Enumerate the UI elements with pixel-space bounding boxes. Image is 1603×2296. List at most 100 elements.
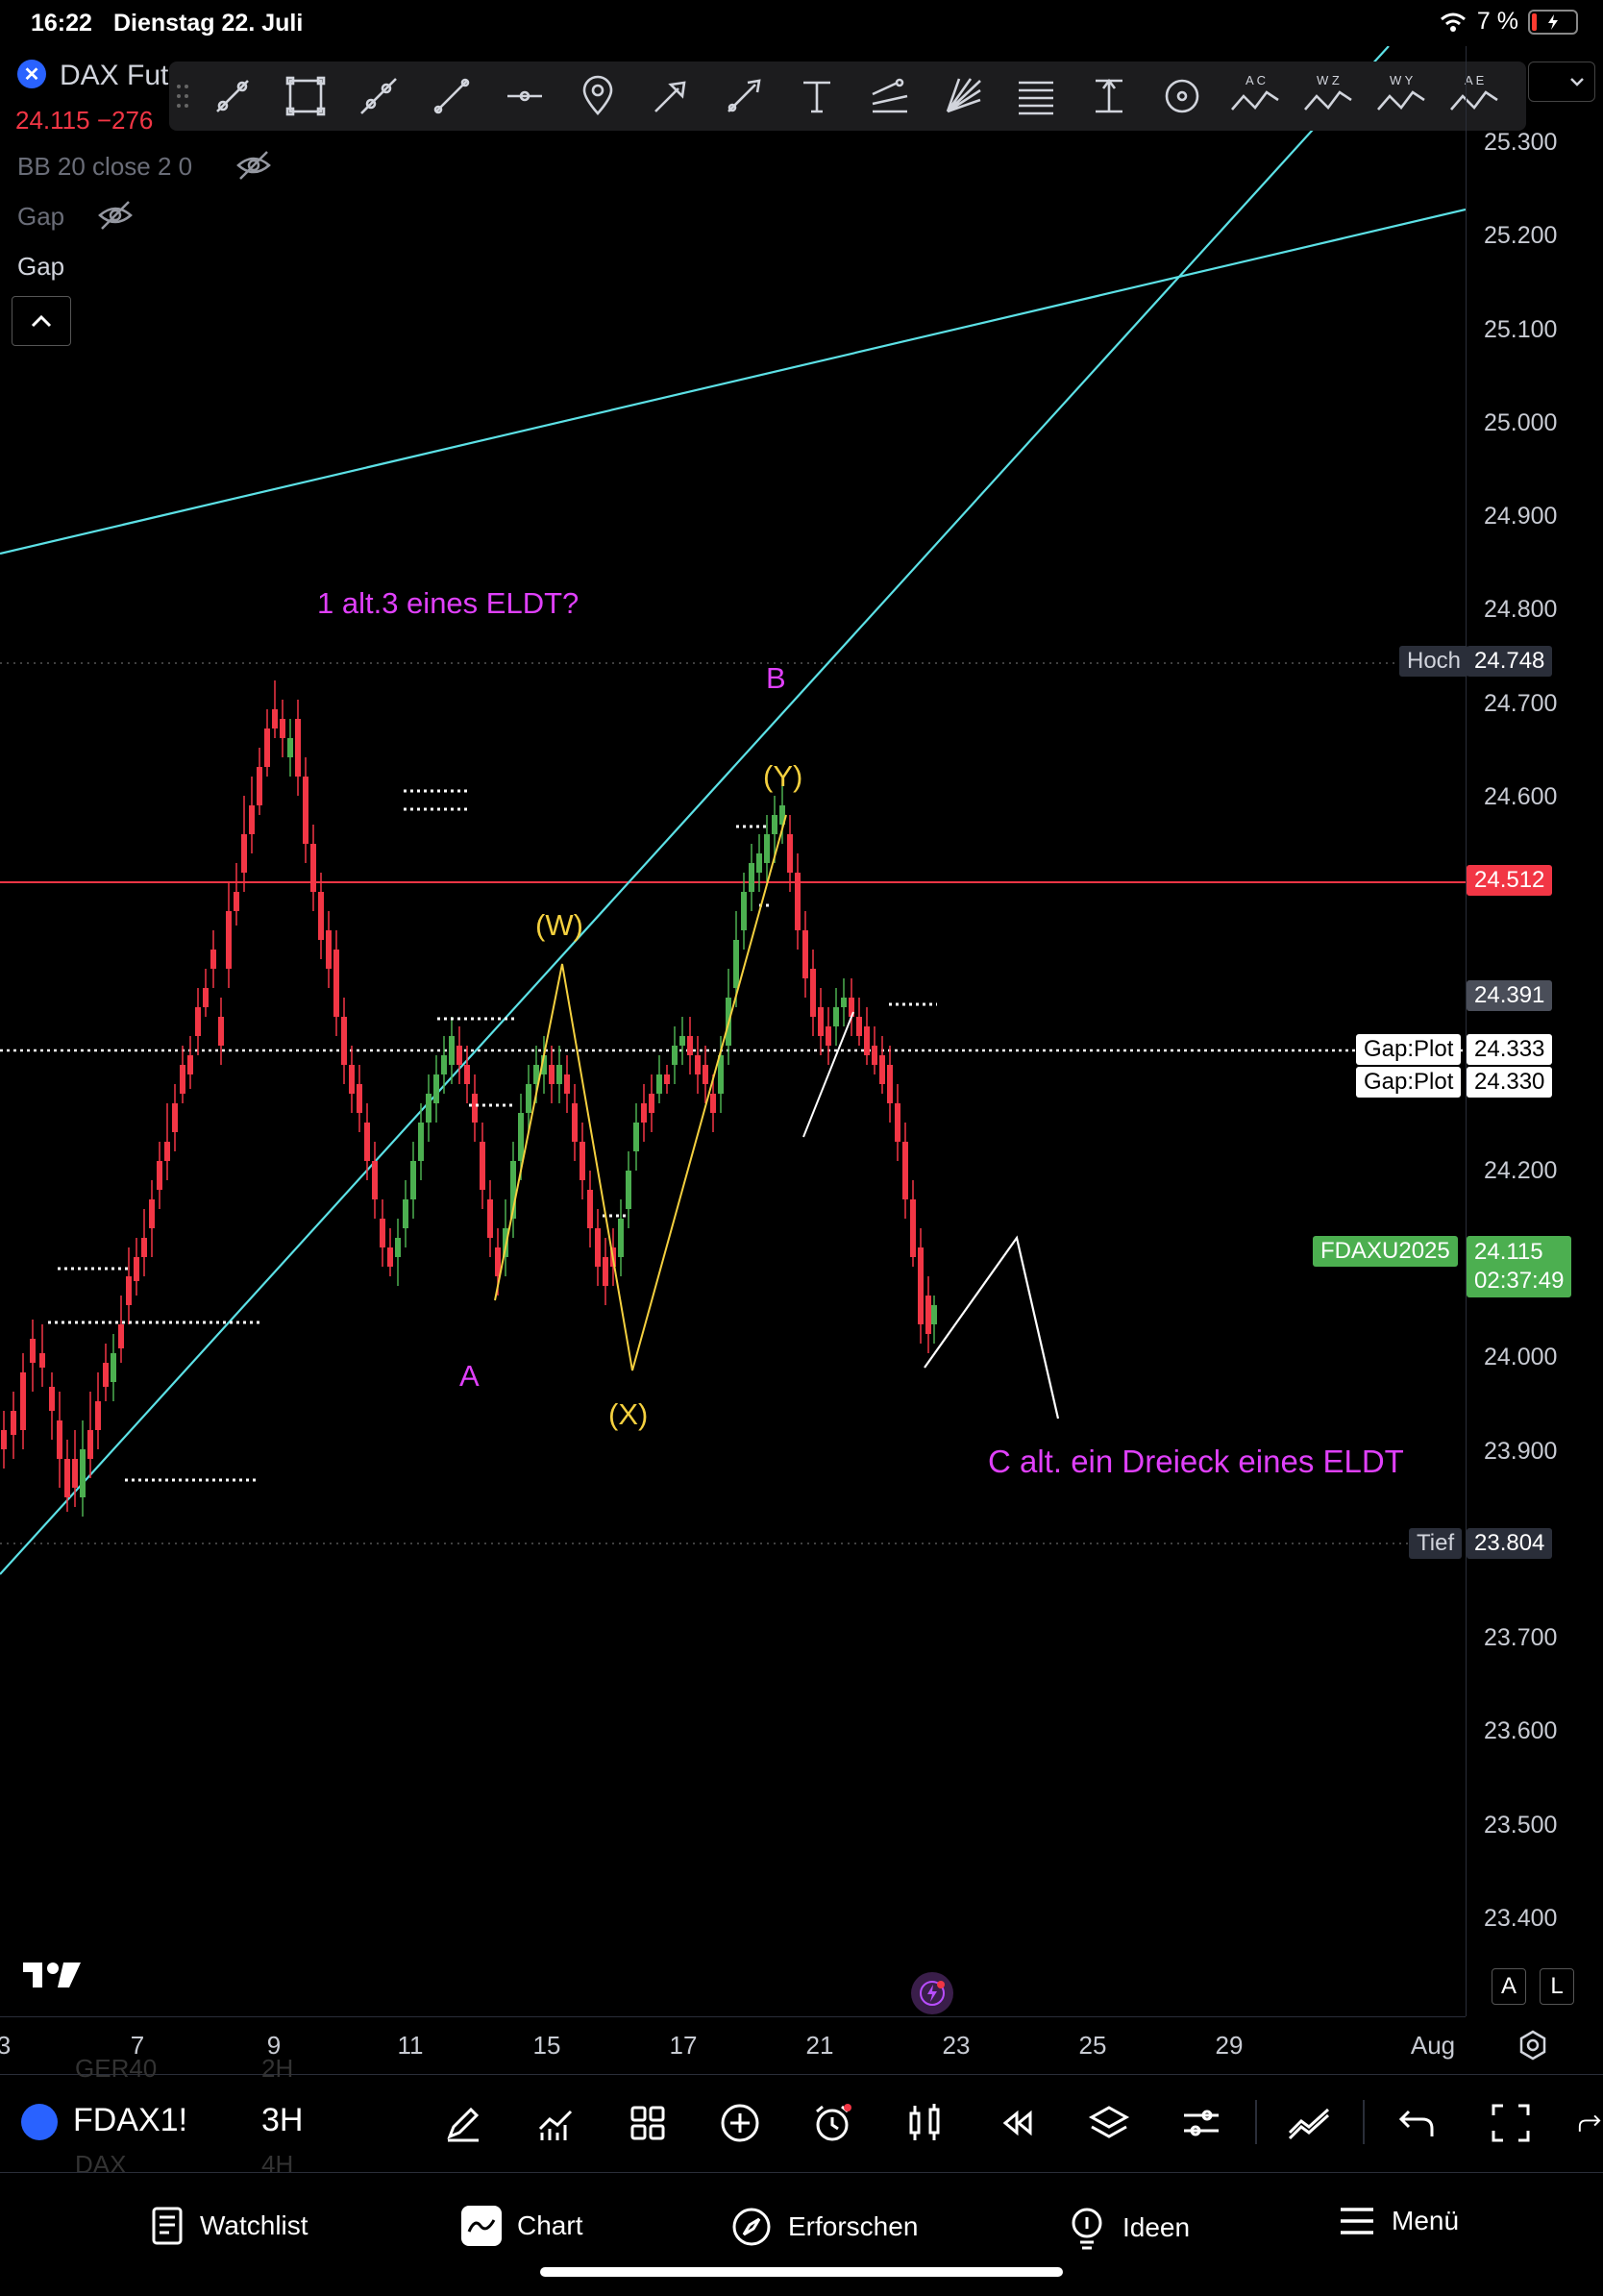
legend-bb: BB 20 close 2 0: [17, 152, 193, 181]
price-tick: 25.000: [1484, 408, 1558, 436]
alert-clock-icon[interactable]: [805, 2096, 859, 2150]
trend-line-icon[interactable]: [196, 62, 269, 131]
candle-body: [449, 1036, 455, 1065]
interval-dropdown[interactable]: [1528, 62, 1595, 102]
tab-watchlist[interactable]: Watchlist: [150, 2206, 308, 2246]
extended-line-icon[interactable]: [415, 62, 488, 131]
candle-body: [172, 1103, 178, 1132]
settings-sliders-icon[interactable]: [1174, 2096, 1228, 2150]
elliott-wy-icon[interactable]: W Y: [1365, 62, 1438, 131]
candle-body: [779, 805, 785, 825]
chart-area[interactable]: [0, 45, 1467, 2016]
candle-body: [80, 1449, 86, 1497]
candle-body: [303, 777, 308, 844]
candle-body: [595, 1228, 601, 1267]
candle-body: [572, 1103, 578, 1142]
candle-body: [234, 892, 239, 911]
candle-body: [887, 1065, 893, 1103]
price-axis[interactable]: 25.300 25.200 25.100 25.000 24.900 24.800 24.7…: [1313, 46, 1603, 2016]
current-price: 24.115: [1474, 1239, 1543, 1265]
elliott-wz-icon[interactable]: W Z: [1292, 62, 1365, 131]
symbol-name[interactable]: FDAX1!: [73, 2102, 188, 2138]
candle-body: [741, 892, 747, 930]
elliott-ac-icon[interactable]: A C: [1219, 62, 1292, 131]
ray-icon[interactable]: [342, 62, 415, 131]
horizontal-ray-icon[interactable]: [488, 62, 561, 131]
settings-icon[interactable]: [1517, 2029, 1549, 2061]
tab-ideas[interactable]: Ideen: [1067, 2206, 1190, 2250]
indicators-icon[interactable]: [529, 2096, 582, 2150]
fib-retracement-icon[interactable]: [999, 62, 1073, 131]
candle-body: [795, 873, 801, 930]
candle-body: [349, 1065, 355, 1094]
pin-icon[interactable]: [561, 62, 634, 131]
prev-interval: 2H: [261, 2054, 294, 2083]
candle-body: [95, 1401, 101, 1430]
candle-body: [533, 1065, 539, 1084]
candle-body: [587, 1190, 593, 1228]
chevron-down-icon: [1570, 78, 1584, 86]
candle-body: [149, 1199, 155, 1228]
red-line-value: 24.512: [1467, 865, 1553, 896]
candle-body: [272, 709, 278, 728]
price-tick: 23.900: [1484, 1437, 1558, 1465]
pencil-icon[interactable]: [436, 2096, 490, 2150]
candle-body: [103, 1363, 109, 1387]
time-label: 15: [532, 2031, 561, 2060]
add-icon[interactable]: [713, 2096, 767, 2150]
price-tick: 24.200: [1484, 1156, 1558, 1184]
elliott-ae-icon[interactable]: A E: [1438, 62, 1511, 131]
undo-icon[interactable]: [1390, 2096, 1443, 2150]
arrow-marker-icon[interactable]: [707, 62, 780, 131]
candle-body: [39, 1353, 45, 1368]
layers-icon[interactable]: [1082, 2096, 1136, 2150]
collapse-legend-button[interactable]: [12, 296, 71, 346]
candle-body: [418, 1123, 424, 1161]
gap-label-2: Gap:Plot: [1356, 1067, 1462, 1098]
chart-tab-icon: [461, 2206, 502, 2246]
candle-body: [295, 719, 301, 777]
symbol-logo[interactable]: ✕: [17, 60, 46, 88]
chart-canvas[interactable]: [0, 45, 1467, 2016]
candle-body: [210, 950, 216, 969]
log-scale-button[interactable]: L: [1540, 1968, 1574, 2005]
time-axis[interactable]: 3 7 9 11 15 17 21 23 25 29 Aug: [0, 2016, 1546, 2075]
replay-icon[interactable]: [990, 2096, 1044, 2150]
low-value: 23.804: [1467, 1528, 1553, 1559]
text-icon[interactable]: [780, 62, 853, 131]
countdown: 02:37:49: [1474, 1268, 1565, 1294]
eye-off-icon[interactable]: [234, 148, 273, 183]
legend-symbol[interactable]: DAX Fut: [60, 60, 169, 91]
circle-icon[interactable]: [1146, 62, 1219, 131]
hamburger-icon: [1341, 2208, 1373, 2234]
candle-body: [49, 1387, 55, 1411]
candle-body: [856, 1017, 862, 1036]
trendline-lower: [0, 45, 1390, 1575]
drag-handle-icon[interactable]: [169, 62, 196, 131]
measure-icon[interactable]: [1073, 62, 1146, 131]
layout-icon[interactable]: [621, 2096, 675, 2150]
interval[interactable]: 3H: [261, 2102, 304, 2138]
candle-body: [526, 1084, 531, 1113]
tab-explore[interactable]: Erforschen: [730, 2206, 918, 2248]
candle-body: [772, 815, 777, 834]
lightbulb-icon: [1072, 2208, 1102, 2250]
arrow-icon[interactable]: [634, 62, 707, 131]
candle-body: [141, 1238, 147, 1257]
tab-chart[interactable]: Chart: [461, 2206, 582, 2246]
candle-body: [864, 1026, 870, 1055]
candle-body: [264, 728, 270, 767]
rectangle-icon[interactable]: [269, 62, 342, 131]
eye-off-icon[interactable]: [96, 198, 135, 233]
compare-icon[interactable]: [1282, 2096, 1336, 2150]
fullscreen-icon[interactable]: [1484, 2096, 1538, 2150]
auto-scale-button[interactable]: A: [1492, 1968, 1526, 2005]
lightning-icon[interactable]: [911, 1972, 953, 2014]
candle-body: [787, 834, 793, 873]
candles-icon[interactable]: [898, 2096, 951, 2150]
tab-menu[interactable]: Menü: [1338, 2206, 1459, 2236]
candle-body: [310, 844, 316, 892]
redo-icon[interactable]: [1576, 2096, 1603, 2150]
parallel-channel-icon[interactable]: [853, 62, 926, 131]
fib-fan-icon[interactable]: [926, 62, 999, 131]
